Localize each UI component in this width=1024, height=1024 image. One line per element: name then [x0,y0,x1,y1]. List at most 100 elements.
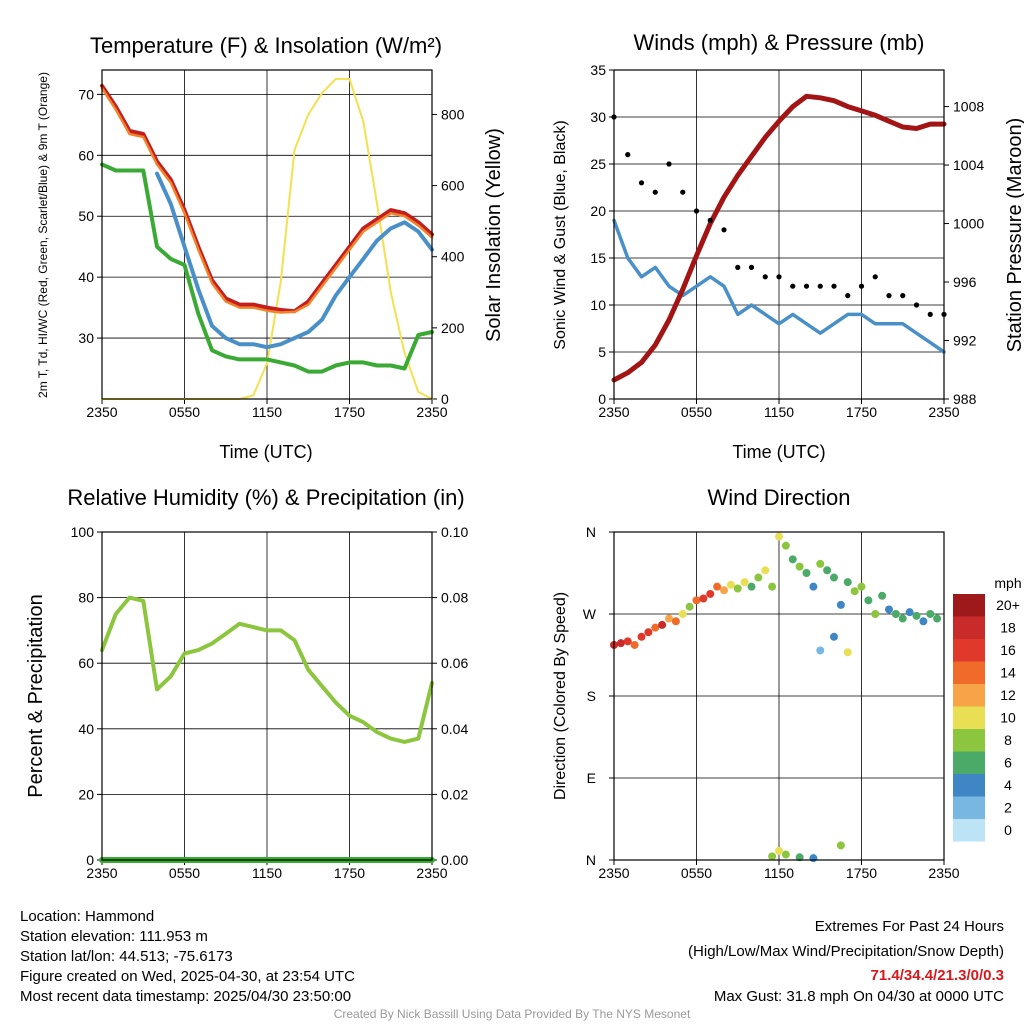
y-tick-label: 40 [78,269,94,285]
gust-point [790,283,796,289]
plot-border [101,531,433,861]
colorbar-label: 4 [1004,777,1012,793]
direction-point [754,573,763,582]
panel-title: Relative Humidity (%) & Precipitation (i… [67,485,464,510]
direction-point [836,841,845,850]
humidity-line [100,595,434,744]
x-tick-label: 1150 [252,865,282,881]
direction-point [685,602,694,611]
x-tick-label: 0550 [681,404,712,420]
colorbar-label: 12 [1000,687,1016,703]
gust-point [638,180,645,186]
y-axis-label: Percent & Precipitation [25,594,47,797]
gust-point [762,274,768,280]
y-tick-label: 40 [78,721,94,737]
x-tick-label: 2350 [598,865,629,881]
gust-point [625,152,631,158]
direction-point [816,646,825,655]
colorbar-swatch [953,819,985,842]
gust-point [831,283,837,289]
gust-point [721,227,727,233]
colorbar-swatch [953,706,985,729]
direction-point [850,587,859,596]
y2-axis-label: Solar Insolation (Yellow) [483,128,505,342]
y2-tick-label: 992 [953,333,977,349]
y-tick-label: 0 [86,852,94,868]
colorbar-label: 18 [1000,620,1016,636]
y2-tick-label: 800 [441,106,465,122]
direction-point [726,580,735,589]
colorbar-label: 16 [1000,642,1016,658]
direction-point [630,640,639,649]
y-tick-label: 20 [590,203,606,219]
colorbar-title: mph [994,575,1021,591]
gust-point [707,217,713,223]
x-tick-label: 2350 [928,404,959,420]
panel-1: 2350 0550 1150 1750 2350 Temperature (F) & In… [36,33,505,462]
gust-point [913,302,920,308]
direction-point [795,562,804,571]
colorbar-swatch [953,661,985,684]
y2-tick-label: 400 [441,249,465,265]
elevation-text: Station elevation: 111.953 m [20,928,208,945]
x-tick-label: 1150 [764,404,794,420]
y-tick-label: 25 [590,156,606,172]
credit-text: Created By Nick Bassill Using Data Provi… [333,1007,691,1021]
direction-point [878,591,887,600]
y2-tick-label: 0.04 [441,721,468,737]
y-tick-label: 35 [590,62,606,78]
panel-4: 2350 0550 1150 1750 2350 Wind Direction N E S W N D… [552,485,1022,881]
y-axis-label: 2m T, Td, HI/WC (Red, Green, Scarlet/Blu… [36,72,50,398]
direction-point [616,639,625,648]
gust-point [735,264,741,270]
wind-speed-line [612,218,946,354]
gust-point [872,274,878,280]
y2-tick-label: 988 [953,391,977,407]
direction-point [692,596,701,605]
x-tick-label: 1750 [846,404,877,420]
y-tick-label: 80 [78,590,94,606]
gust-point [666,161,672,167]
y-axis-label: Direction (Colored By Speed) [552,592,569,800]
x-tick-label: 1750 [846,865,877,881]
y2-tick-label: 0.06 [441,655,468,671]
colorbar-label: 0 [1004,822,1012,838]
direction-point [658,620,667,629]
y-tick-label: 10 [590,297,606,313]
plot-border [613,69,945,400]
temperature-line [100,83,434,314]
direction-point [843,648,852,657]
panel-title: Wind Direction [707,485,850,510]
direction-point [912,611,921,620]
direction-point [740,578,749,587]
y-tick-label: 20 [78,786,94,802]
y2-tick-label: 1000 [953,216,984,232]
created-text: Figure created on Wed, 2025-04-30, at 23… [20,968,355,985]
direction-point [898,614,907,623]
colorbar-swatch [953,684,985,707]
colorbar-swatch [953,616,985,639]
direction-point [720,586,728,595]
y2-tick-label: 0.02 [441,786,468,802]
windchill-line [155,171,434,350]
colorbar-swatch [953,774,985,797]
x-tick-label: 1150 [764,865,794,881]
x-tick-label: 0550 [681,865,712,881]
direction-point [843,578,852,587]
colorbar-label: 8 [1004,732,1012,748]
direction-point [823,566,832,575]
panel-2: 2350 0550 1150 1750 2350 Winds (mph) & Pressu… [552,30,1024,462]
direction-point [905,608,914,617]
dewpoint-line [100,162,434,374]
direction-point [885,605,893,614]
direction-point [926,610,935,618]
direction-point [733,584,742,593]
gust-point [776,274,782,280]
colorbar-label: 14 [1000,665,1016,681]
direction-point [781,541,790,550]
x-tick-label: 2350 [416,404,447,420]
direction-point [816,559,825,568]
direction-point [768,582,777,591]
y-tick-label: N [586,852,596,868]
panel-title: Temperature (F) & Insolation (W/m²) [90,33,442,58]
